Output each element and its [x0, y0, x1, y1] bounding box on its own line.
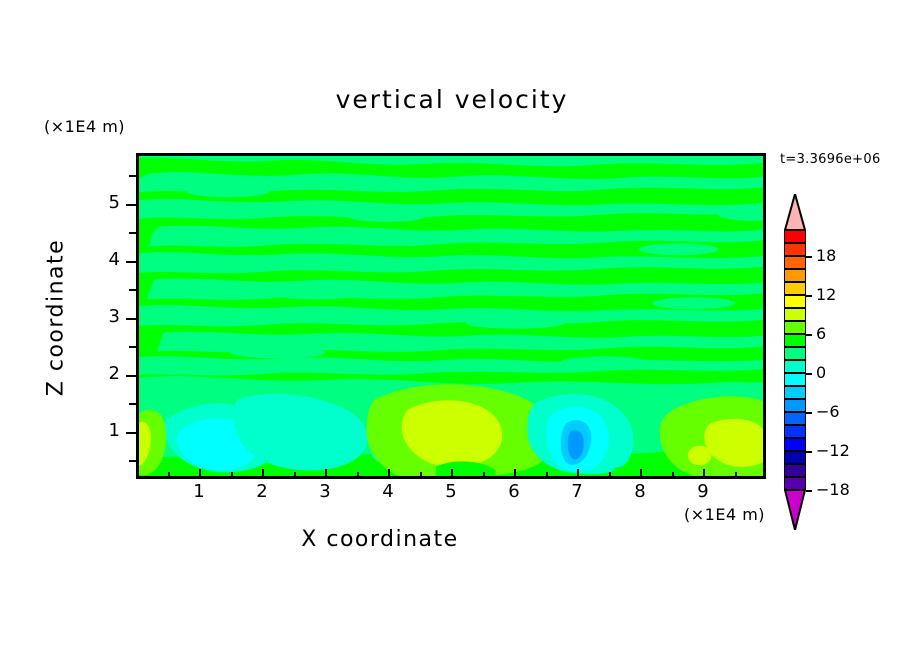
y-axis-title: Z coordinate: [43, 238, 69, 397]
colorbar-band: [784, 477, 806, 490]
colorbar-band: [784, 438, 806, 451]
x-tick-label: 4: [382, 481, 394, 502]
colorbar-band: [784, 451, 806, 464]
colorbar-band: [784, 308, 806, 321]
colorbar-band: [784, 412, 806, 425]
contour-plot-area: [136, 153, 766, 479]
colorbar-band: [784, 334, 806, 347]
colorbar-cap-under: [784, 490, 806, 530]
colorbar-band: [784, 243, 806, 256]
colorbar-tick-label: 6: [816, 324, 827, 343]
y-axis-unit-label: (×1E4 m): [44, 117, 126, 136]
colorbar-band: [784, 321, 806, 334]
colorbar-tick-label: 12: [816, 285, 837, 304]
colorbar-band: [784, 282, 806, 295]
colorbar-tick-label: 0: [816, 363, 827, 382]
x-tick-label: 2: [256, 481, 268, 502]
colorbar-band: [784, 425, 806, 438]
colorbar-band: [784, 373, 806, 386]
colorbar-band: [784, 464, 806, 477]
x-tick-label: 1: [193, 481, 205, 502]
colorbar-band: [784, 360, 806, 373]
colorbar-tick-label: −6: [816, 402, 840, 421]
colorbar-tick-label: 18: [816, 246, 837, 265]
y-tick-label: 4: [108, 249, 120, 270]
y-tick-label: 3: [108, 306, 120, 327]
x-tick-label: 3: [319, 481, 331, 502]
y-tick-label: 1: [108, 420, 120, 441]
colorbar-band: [784, 269, 806, 282]
colorbar-tick-label: −18: [816, 480, 850, 499]
colorbar-band: [784, 230, 806, 243]
y-tick-label: 5: [108, 192, 120, 213]
colorbar-bands: [784, 230, 806, 490]
x-tick-label: 8: [634, 481, 646, 502]
x-axis-unit-label: (×1E4 m): [684, 505, 766, 524]
x-axis-title: X coordinate: [301, 527, 459, 552]
colorbar-band: [784, 399, 806, 412]
colorbar-band: [784, 256, 806, 269]
colorbar-cap-over: [784, 194, 806, 231]
plot-title: vertical velocity: [335, 85, 569, 114]
contour-field: [139, 156, 763, 476]
colorbar-band: [784, 386, 806, 399]
x-tick-label: 6: [508, 481, 520, 502]
x-tick-label: 7: [571, 481, 583, 502]
colorbar-band: [784, 347, 806, 360]
x-tick-label: 9: [697, 481, 709, 502]
colorbar-band: [784, 295, 806, 308]
x-tick-label: 5: [445, 481, 457, 502]
y-tick-label: 2: [108, 363, 120, 384]
timestamp-annotation: t=3.3696e+06: [780, 152, 881, 167]
colorbar-tick-label: −12: [816, 441, 850, 460]
